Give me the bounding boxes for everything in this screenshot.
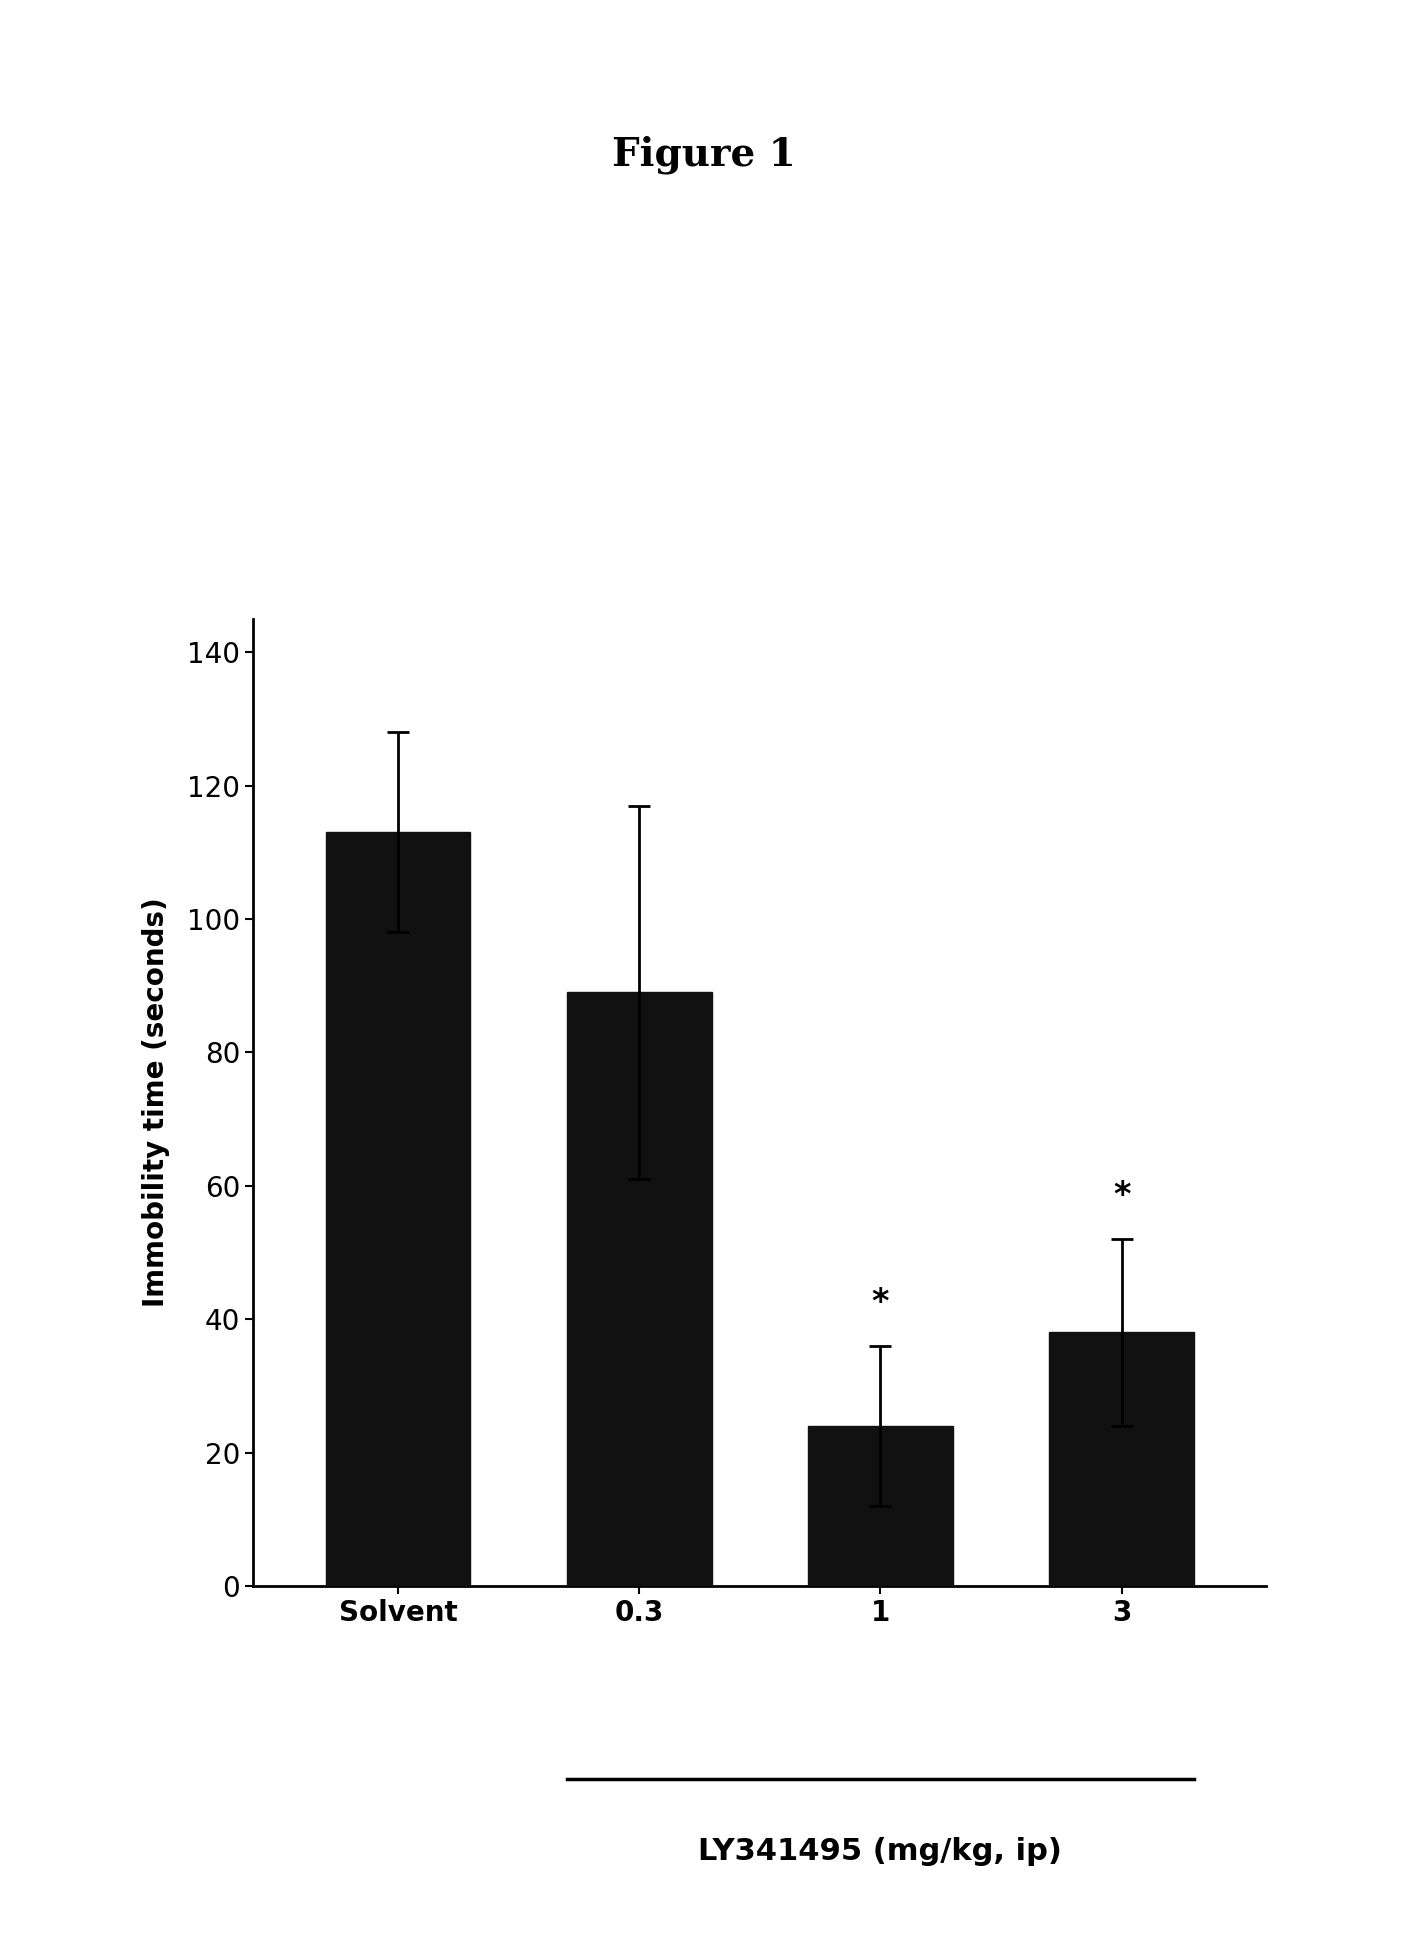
Text: *: * bbox=[1113, 1180, 1130, 1213]
Bar bbox=[808, 1425, 953, 1586]
Text: *: * bbox=[871, 1286, 889, 1319]
Bar bbox=[1050, 1333, 1195, 1586]
Bar bbox=[567, 992, 712, 1586]
Y-axis label: Immobility time (seconds): Immobility time (seconds) bbox=[142, 897, 170, 1307]
Bar bbox=[325, 832, 470, 1586]
Text: Figure 1: Figure 1 bbox=[612, 135, 795, 174]
Text: LY341495 (mg/kg, ip): LY341495 (mg/kg, ip) bbox=[698, 1837, 1062, 1866]
